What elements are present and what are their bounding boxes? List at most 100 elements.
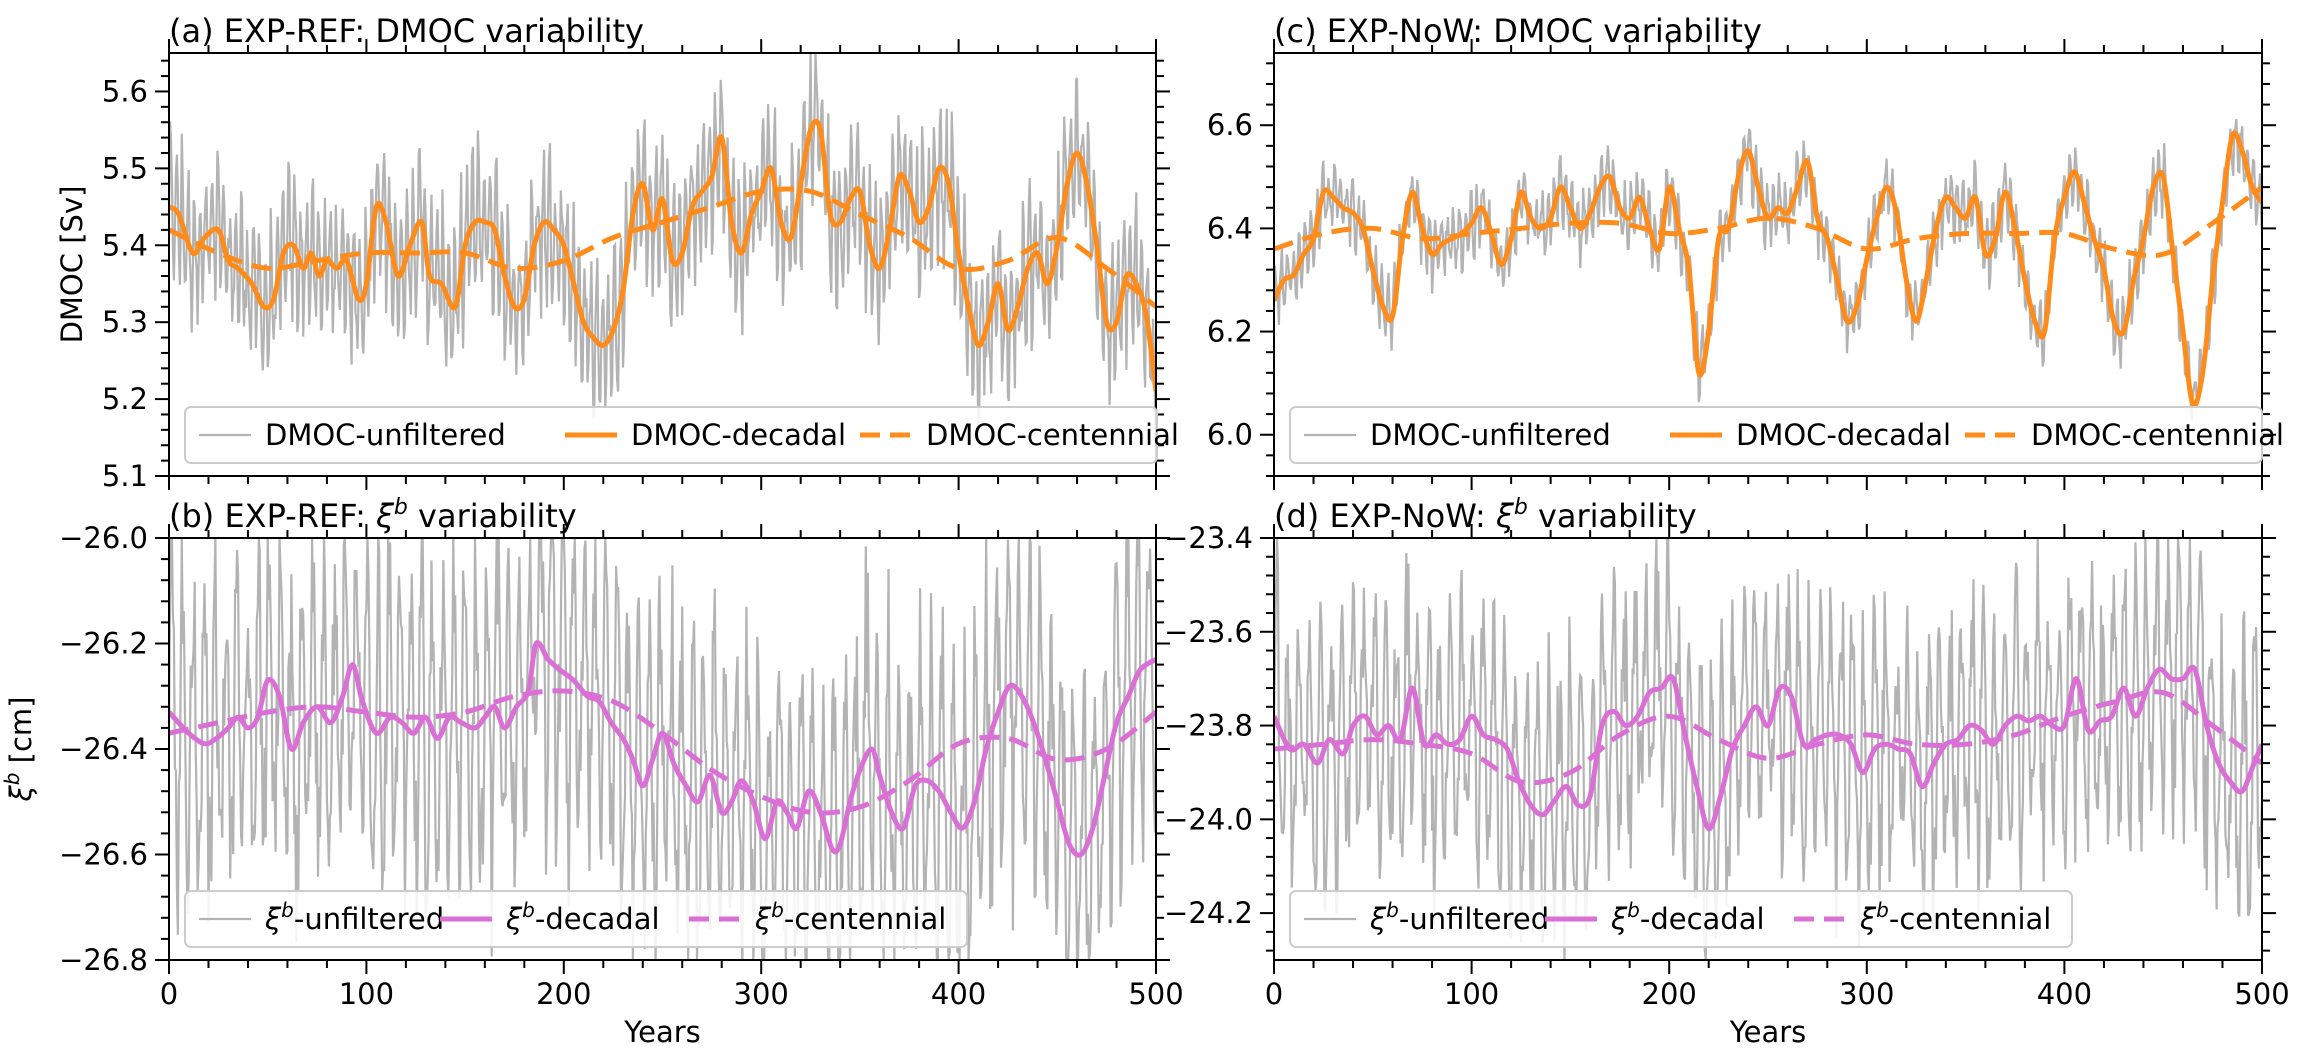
y-tick-label: −26.4 — [59, 732, 148, 766]
axes-frame-c — [1273, 52, 2263, 477]
unfiltered-line-c — [1274, 118, 2262, 421]
legend-label: ξb-centennial — [754, 898, 946, 936]
legend-symbol: ξ — [505, 902, 523, 936]
y-axis-label-text: DMOC [Sv] — [55, 186, 89, 344]
unfiltered-line-b — [169, 538, 1156, 960]
legend-text: -centennial — [784, 902, 947, 936]
panel-title-rest: variability — [408, 497, 577, 535]
legend-item-decadal: ξb-decadal — [1545, 898, 1765, 936]
legend-item-centennial: DMOC-centennial — [1965, 418, 2284, 452]
legend-label: ξb-unfiltered — [264, 898, 444, 936]
panel-title-c: (c) EXP-NoW: DMOC variability — [1274, 12, 1762, 50]
x-tick-label: 0 — [1265, 977, 1283, 1011]
x-tick-label: 300 — [734, 977, 789, 1011]
y-axis-label-sup: b — [0, 773, 24, 786]
y-tick-label: 5.6 — [102, 74, 148, 108]
panel-title-text: (b) EXP-REF: — [169, 497, 366, 535]
legend-text: DMOC-unfiltered — [265, 418, 506, 452]
y-tick-label: 5.3 — [102, 305, 148, 339]
x-tick-label: 200 — [1642, 977, 1697, 1011]
y-tick-label: 5.2 — [102, 382, 148, 416]
legend-text: DMOC-decadal — [631, 418, 846, 452]
legend-box — [184, 890, 968, 948]
y-axis-label-symbol: ξ — [4, 784, 38, 802]
legend-box — [1289, 890, 2073, 948]
panel-d: 0 100 200 300 400 500 −24.2 −24.0 −23.8 −23.6 −23.… — [1164, 495, 2290, 1049]
legend-symbol: ξ — [1859, 902, 1877, 936]
panel-title-b: (b) EXP-REF: ξb variability — [169, 495, 577, 535]
legend-label: DMOC-decadal — [631, 418, 846, 452]
decadal-line-b — [169, 639, 1156, 858]
legend-item-decadal: DMOC-decadal — [1670, 418, 1951, 452]
y-tick-label: −24.0 — [1164, 802, 1253, 836]
legend-label: ξb-decadal — [505, 898, 660, 936]
x-tick-label: 100 — [1444, 977, 1499, 1011]
unfiltered-line-d — [1274, 538, 2262, 960]
legend-label: DMOC-decadal — [1736, 418, 1951, 452]
y-axis-label-b: ξb [cm] — [0, 697, 38, 803]
panel-title-text: (c) EXP-NoW: DMOC variability — [1274, 12, 1762, 50]
legend-label: ξb-decadal — [1610, 898, 1765, 936]
legend-text: -decadal — [535, 902, 660, 936]
x-tick-label: 400 — [2037, 977, 2092, 1011]
y-axis-label-unit: [cm] — [4, 697, 38, 773]
legend-text: DMOC-decadal — [1736, 418, 1951, 452]
centennial-line-a — [169, 186, 1156, 309]
y-tick-label: −23.8 — [1164, 709, 1253, 743]
legend-text: -decadal — [1640, 902, 1765, 936]
legend-sup: b — [1876, 898, 1889, 922]
legend-a: DMOC-unfiltered DMOC-decadal DMOC-centenni… — [184, 406, 1179, 464]
y-tick-label: −26.8 — [59, 943, 148, 977]
legend-box — [1289, 406, 2263, 464]
x-tick-label: 300 — [1839, 977, 1894, 1011]
legend-label: ξb-centennial — [1859, 898, 2051, 936]
legend-text: -centennial — [1889, 902, 2052, 936]
legend-d: ξb-unfiltered ξb-decadal ξb-centennial — [1289, 890, 2073, 948]
y-tick-label: −26.2 — [59, 627, 148, 661]
y-axis-label-a: DMOC [Sv] — [55, 186, 89, 344]
panel-title-symbol: ξ — [1495, 497, 1515, 535]
legend-label: DMOC-unfiltered — [265, 418, 506, 452]
y-tick-label: −24.2 — [1164, 896, 1253, 930]
legend-item-centennial: ξb-centennial — [1794, 898, 2051, 936]
decadal-line-a — [169, 118, 1156, 392]
y-tick-label: 5.5 — [102, 151, 148, 185]
legend-item-centennial: DMOC-centennial — [860, 418, 1179, 452]
legend-label: DMOC-centennial — [2031, 418, 2284, 452]
x-tick-label: 100 — [339, 977, 394, 1011]
legend-item-decadal: ξb-decadal — [440, 898, 660, 936]
legend-sup: b — [1386, 898, 1399, 922]
y-tick-label: 6.0 — [1207, 418, 1253, 452]
y-tick-label: 5.1 — [102, 459, 148, 493]
legend-text: -unfiltered — [294, 902, 444, 936]
plot-area-d — [1274, 538, 2262, 960]
panel-title-text: (d) EXP-NoW: — [1274, 497, 1486, 535]
legend-box — [184, 406, 1158, 464]
legend-label: DMOC-centennial — [926, 418, 1179, 452]
panel-c: 6.0 6.2 6.4 6.6 (c) EXP-NoW: DMOC variabilit… — [1207, 12, 2284, 490]
axes-frame-d — [1273, 537, 2263, 961]
y-tick-label: 5.4 — [102, 228, 148, 262]
y-tick-label: 6.6 — [1207, 108, 1253, 142]
legend-item-unfiltered: ξb-unfiltered — [199, 898, 444, 936]
panel-title-rest: variability — [1528, 497, 1697, 535]
legend-sup: b — [522, 898, 535, 922]
panel-title-text: (a) EXP-REF: DMOC variability — [169, 12, 644, 50]
plot-area-a — [169, 53, 1156, 438]
centennial-line-c — [1274, 185, 2262, 259]
legend-text: DMOC-centennial — [2031, 418, 2284, 452]
legend-b: ξb-unfiltered ξb-decadal ξb-centennial — [184, 890, 968, 948]
x-axis-label-d: Years — [1729, 1015, 1807, 1049]
y-tick-label: −26.0 — [59, 521, 148, 555]
legend-symbol: ξ — [1369, 902, 1387, 936]
x-tick-label: 400 — [931, 977, 986, 1011]
x-tick-label: 500 — [2234, 977, 2289, 1011]
decadal-line-c — [1274, 130, 2262, 408]
legend-item-unfiltered: ξb-unfiltered — [1304, 898, 1549, 936]
legend-symbol: ξ — [754, 902, 772, 936]
legend-item-unfiltered: DMOC-unfiltered — [199, 418, 506, 452]
x-tick-label: 200 — [536, 977, 591, 1011]
panel-title-symbol: ξ — [375, 497, 395, 535]
legend-label: DMOC-unfiltered — [1370, 418, 1611, 452]
y-tick-label: 6.4 — [1207, 211, 1253, 245]
